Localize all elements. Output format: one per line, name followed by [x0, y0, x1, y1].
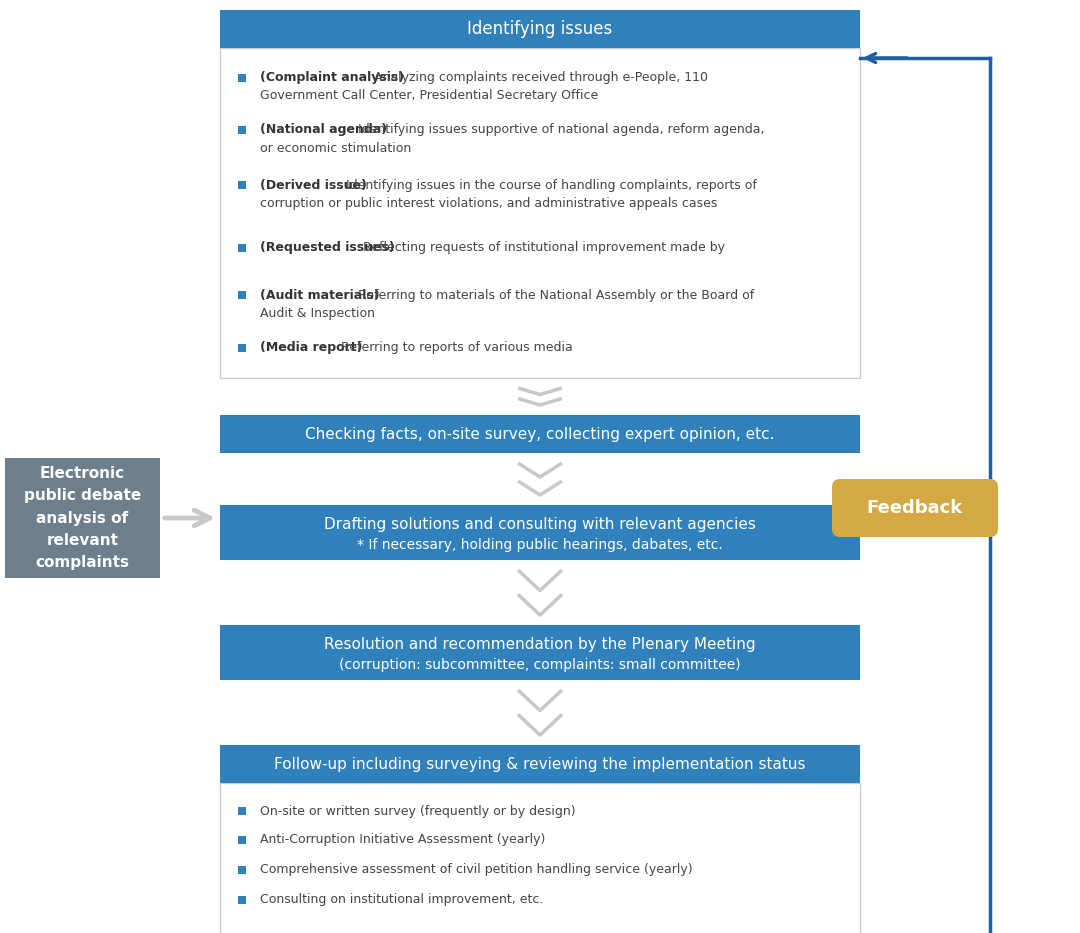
- Text: Government Call Center, Presidential Secretary Office: Government Call Center, Presidential Sec…: [260, 90, 598, 103]
- Bar: [238, 291, 246, 299]
- Text: Comprehensive assessment of civil petition handling service (yearly): Comprehensive assessment of civil petiti…: [260, 864, 692, 876]
- Text: Analyzing complaints received through e-People, 110: Analyzing complaints received through e-…: [370, 72, 708, 85]
- Bar: [220, 48, 860, 378]
- Bar: [5, 458, 160, 578]
- Bar: [220, 505, 860, 560]
- Text: Referring to reports of various media: Referring to reports of various media: [337, 341, 572, 355]
- Bar: [238, 896, 246, 904]
- Bar: [220, 783, 860, 933]
- Text: Consulting on institutional improvement, etc.: Consulting on institutional improvement,…: [260, 894, 543, 907]
- Text: Electronic
public debate
analysis of
relevant
complaints: Electronic public debate analysis of rel…: [24, 466, 141, 570]
- Text: Anti-Corruption Initiative Assessment (yearly): Anti-Corruption Initiative Assessment (y…: [260, 833, 545, 846]
- Text: or economic stimulation: or economic stimulation: [260, 142, 411, 155]
- Text: On-site or written survey (frequently or by design): On-site or written survey (frequently or…: [260, 804, 576, 817]
- Bar: [238, 181, 246, 189]
- Text: Feedback: Feedback: [867, 499, 963, 517]
- Bar: [238, 836, 246, 844]
- Text: (Derived issue): (Derived issue): [260, 178, 367, 191]
- Bar: [238, 866, 246, 874]
- Bar: [238, 126, 246, 134]
- Text: (corruption: subcommittee, complaints: small committee): (corruption: subcommittee, complaints: s…: [339, 658, 741, 672]
- Bar: [238, 244, 246, 252]
- Text: (Complaint analysis): (Complaint analysis): [260, 72, 404, 85]
- Bar: [238, 74, 246, 82]
- Text: Resolution and recommendation by the Plenary Meeting: Resolution and recommendation by the Ple…: [324, 637, 756, 652]
- Text: (Audit materials): (Audit materials): [260, 288, 380, 301]
- Text: Identifying issues: Identifying issues: [468, 20, 612, 38]
- Text: (National agenda): (National agenda): [260, 123, 387, 136]
- Text: Referring to materials of the National Assembly or the Board of: Referring to materials of the National A…: [353, 288, 754, 301]
- Text: Checking facts, on-site survey, collecting expert opinion, etc.: Checking facts, on-site survey, collecti…: [306, 426, 774, 441]
- Text: (Media report): (Media report): [260, 341, 363, 355]
- Bar: [220, 415, 860, 453]
- Text: Drafting solutions and consulting with relevant agencies: Drafting solutions and consulting with r…: [324, 517, 756, 533]
- Text: Follow-up including surveying & reviewing the implementation status: Follow-up including surveying & reviewin…: [274, 757, 806, 772]
- Text: Identifying issues supportive of national agenda, reform agenda,: Identifying issues supportive of nationa…: [353, 123, 764, 136]
- Text: Reflecting requests of institutional improvement made by: Reflecting requests of institutional imp…: [359, 242, 725, 255]
- FancyBboxPatch shape: [832, 479, 998, 537]
- Text: Audit & Inspection: Audit & Inspection: [260, 307, 375, 319]
- Text: Identifying issues in the course of handling complaints, reports of: Identifying issues in the course of hand…: [342, 178, 757, 191]
- Bar: [238, 344, 246, 352]
- Bar: [220, 10, 860, 48]
- Bar: [238, 807, 246, 815]
- Text: * If necessary, holding public hearings, dabates, etc.: * If necessary, holding public hearings,…: [357, 537, 723, 551]
- Bar: [220, 745, 860, 783]
- Bar: [220, 625, 860, 680]
- Text: corruption or public interest violations, and administrative appeals cases: corruption or public interest violations…: [260, 197, 717, 210]
- Text: (Requested issues): (Requested issues): [260, 242, 395, 255]
